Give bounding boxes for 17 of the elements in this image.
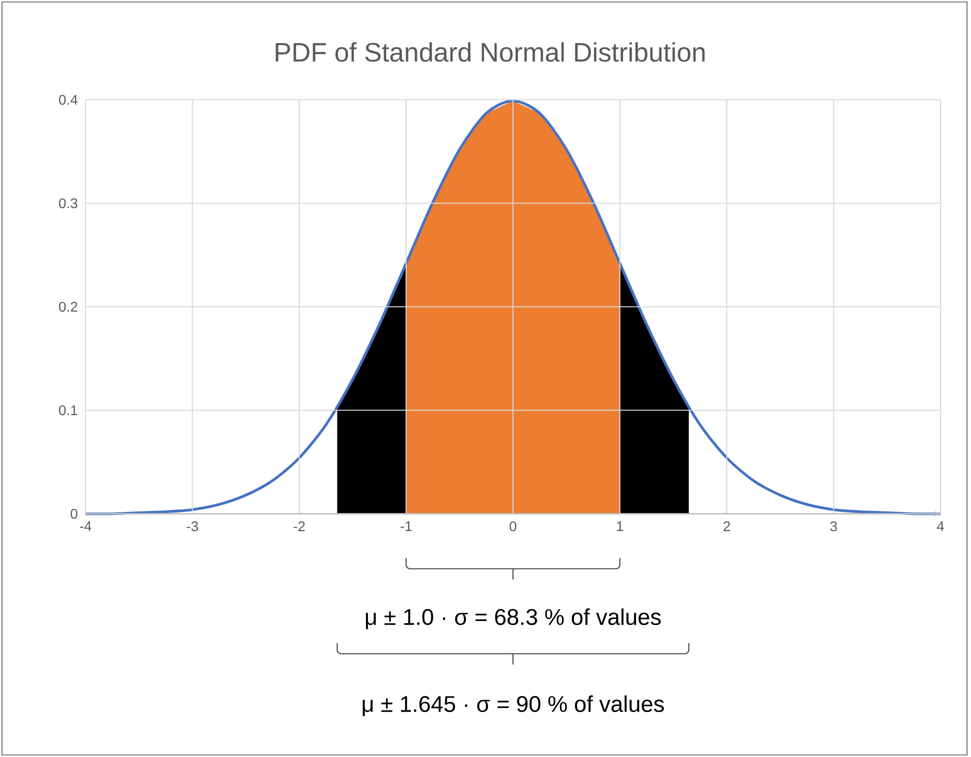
x-tick-label: -4 [80,521,92,531]
text: μ ± 1.0 · σ = 68.3 % of values [366,608,661,630]
y-tick-label: 0 [70,508,78,519]
y-tick-label: 0.3 [59,198,78,208]
x-tick-label: 3 [830,521,837,532]
x-tick-label: 1 [617,521,624,531]
x-tick-label: 2 [724,521,730,532]
x-tick-label: -1 [400,521,412,531]
y-tick-label: 0.2 [59,302,78,312]
x-tick-label: -2 [294,521,305,532]
x-tick-label: 4 [936,521,944,531]
y-tick-label: 0.1 [59,405,78,416]
chart-title: PDF of Standard Normal Distribution [276,42,705,62]
y-tick-label: 0.4 [59,94,78,105]
x-tick-label: 0 [510,521,516,532]
x-tick-label: -3 [186,521,198,532]
text: μ ± 1.645 · σ = 90 % of values [362,695,664,716]
